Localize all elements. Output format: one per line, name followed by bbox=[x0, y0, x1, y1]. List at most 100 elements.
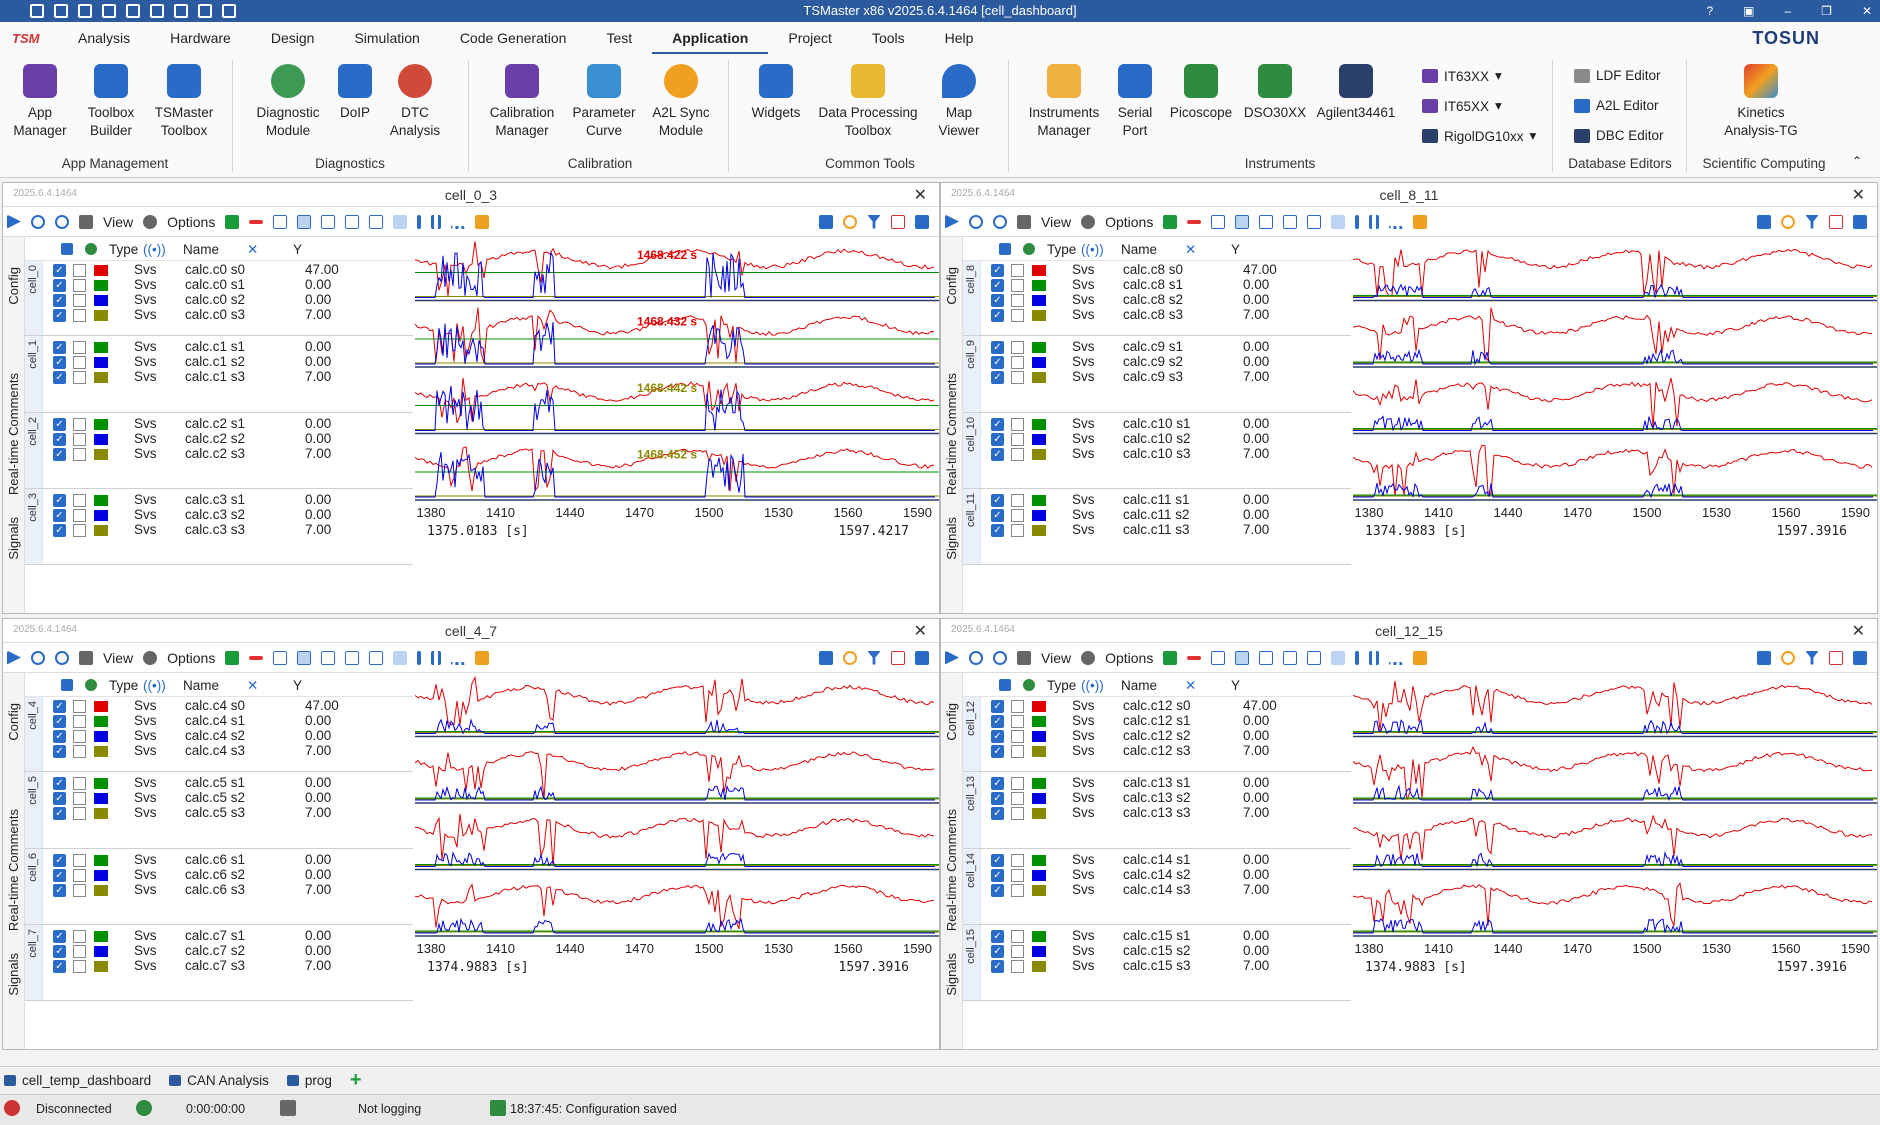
undo-icon[interactable] bbox=[31, 650, 45, 665]
signal-select-checkbox[interactable] bbox=[73, 494, 86, 507]
signal-color-swatch[interactable] bbox=[1032, 295, 1046, 306]
tab-can-analysis[interactable]: CAN Analysis bbox=[169, 1073, 269, 1088]
signal-select-checkbox[interactable] bbox=[73, 509, 86, 522]
signal-row[interactable]: ✓ Svs calc.c4 s3 7.00 bbox=[43, 743, 413, 761]
signal-select-checkbox[interactable] bbox=[73, 930, 86, 943]
zoom-icon[interactable] bbox=[1307, 214, 1322, 229]
column-name[interactable]: Name bbox=[183, 242, 220, 257]
signal-color-swatch[interactable] bbox=[94, 746, 108, 757]
options-menu[interactable]: Options bbox=[167, 649, 216, 666]
download-icon[interactable] bbox=[198, 4, 212, 18]
run-icon[interactable] bbox=[7, 214, 21, 229]
run-icon[interactable] bbox=[945, 214, 959, 229]
signal-visible-checkbox[interactable]: ✓ bbox=[53, 371, 66, 384]
options-menu[interactable]: Options bbox=[167, 213, 216, 230]
tab-prog[interactable]: prog bbox=[286, 1073, 332, 1088]
remove-signal-icon[interactable] bbox=[1187, 219, 1202, 224]
menu-simulation[interactable]: Simulation bbox=[354, 30, 420, 46]
signal-select-checkbox[interactable] bbox=[1011, 807, 1024, 820]
signal-row[interactable]: ✓ Svs calc.c1 s1 0.00 bbox=[43, 339, 413, 357]
signal-color-swatch[interactable] bbox=[1032, 931, 1046, 942]
signal-select-checkbox[interactable] bbox=[73, 792, 86, 805]
eraser-icon[interactable] bbox=[475, 650, 490, 665]
signal-row[interactable]: ✓ Svs calc.c11 s1 0.00 bbox=[981, 492, 1351, 510]
signal-color-swatch[interactable] bbox=[94, 946, 108, 957]
signal-select-checkbox[interactable] bbox=[73, 356, 86, 369]
signal-color-swatch[interactable] bbox=[94, 357, 108, 368]
group-tab[interactable]: cell_1 bbox=[25, 336, 43, 412]
signal-row[interactable]: ✓ Svs calc.c6 s1 0.00 bbox=[43, 852, 413, 870]
signal-select-checkbox[interactable] bbox=[73, 433, 86, 446]
undo-icon[interactable] bbox=[969, 214, 983, 229]
tab-realtime-comments[interactable]: Real-time Comments bbox=[944, 809, 959, 932]
signal-select-checkbox[interactable] bbox=[1011, 418, 1024, 431]
signal-row[interactable]: ✓ Svs calc.c10 s1 0.00 bbox=[981, 416, 1351, 434]
more-icon[interactable] bbox=[451, 651, 466, 665]
signal-row[interactable]: ✓ Svs calc.c12 s2 0.00 bbox=[981, 728, 1351, 746]
zoom-icon[interactable] bbox=[369, 214, 384, 229]
signal-row[interactable]: ✓ Svs calc.c14 s1 0.00 bbox=[981, 852, 1351, 870]
signal-color-swatch[interactable] bbox=[94, 510, 108, 521]
signal-select-checkbox[interactable] bbox=[1011, 745, 1024, 758]
fit-y-icon[interactable] bbox=[1283, 214, 1298, 229]
tsmaster-toolbox-button[interactable]: TSMaster Toolbox bbox=[148, 64, 220, 140]
remove-signal-icon[interactable] bbox=[249, 655, 264, 660]
wrench-icon[interactable] bbox=[819, 214, 833, 229]
signal-row[interactable]: ✓ Svs calc.c14 s3 7.00 bbox=[981, 882, 1351, 900]
signal-color-swatch[interactable] bbox=[1032, 434, 1046, 445]
close-panel-icon[interactable]: ✕ bbox=[913, 623, 927, 640]
signal-visible-checkbox[interactable]: ✓ bbox=[991, 884, 1004, 897]
signal-color-swatch[interactable] bbox=[1032, 855, 1046, 866]
close-panel-icon[interactable]: ✕ bbox=[913, 187, 927, 204]
picoscope-button[interactable]: Picoscope bbox=[1166, 64, 1236, 122]
signal-visible-checkbox[interactable]: ✓ bbox=[53, 356, 66, 369]
wrench-icon[interactable] bbox=[1757, 214, 1771, 229]
signal-plot[interactable] bbox=[1353, 673, 1877, 939]
signal-visible-checkbox[interactable]: ✓ bbox=[991, 279, 1004, 292]
signal-visible-checkbox[interactable]: ✓ bbox=[991, 371, 1004, 384]
signal-select-checkbox[interactable] bbox=[73, 371, 86, 384]
signal-visible-checkbox[interactable]: ✓ bbox=[53, 960, 66, 973]
signal-row[interactable]: ✓ Svs calc.c2 s3 7.00 bbox=[43, 446, 413, 464]
group-tab[interactable]: cell_15 bbox=[963, 925, 981, 1000]
signal-visible-checkbox[interactable]: ✓ bbox=[53, 715, 66, 728]
add-signal-icon[interactable] bbox=[1163, 214, 1178, 229]
eraser-icon[interactable] bbox=[475, 214, 490, 229]
group-tab[interactable]: cell_14 bbox=[963, 849, 981, 924]
signal-visible-checkbox[interactable]: ✓ bbox=[53, 884, 66, 897]
signal-visible-checkbox[interactable]: ✓ bbox=[53, 509, 66, 522]
export-icon[interactable] bbox=[1853, 214, 1867, 229]
more-icon[interactable] bbox=[1389, 651, 1404, 665]
fit-x-icon[interactable] bbox=[1259, 650, 1274, 665]
group-tab[interactable]: cell_4 bbox=[25, 697, 43, 771]
export-icon[interactable] bbox=[1853, 650, 1867, 665]
signal-row[interactable]: ✓ Svs calc.c11 s2 0.00 bbox=[981, 507, 1351, 525]
select-all-checkbox[interactable] bbox=[61, 679, 73, 691]
group-tab[interactable]: cell_11 bbox=[963, 489, 981, 564]
signal-color-swatch[interactable] bbox=[1032, 885, 1046, 896]
map-viewer-button[interactable]: Map Viewer bbox=[928, 64, 990, 140]
signal-visible-checkbox[interactable]: ✓ bbox=[53, 418, 66, 431]
signal-select-checkbox[interactable] bbox=[1011, 792, 1024, 805]
collapse-ribbon-icon[interactable]: ⌃ bbox=[1851, 154, 1862, 168]
signal-color-swatch[interactable] bbox=[94, 525, 108, 536]
marker-icon[interactable] bbox=[417, 650, 422, 665]
minimize-button[interactable]: – bbox=[1784, 4, 1792, 18]
wrench-icon[interactable] bbox=[1757, 650, 1771, 665]
signal-select-checkbox[interactable] bbox=[1011, 884, 1024, 897]
signal-select-checkbox[interactable] bbox=[1011, 930, 1024, 943]
signal-select-checkbox[interactable] bbox=[1011, 279, 1024, 292]
signal-row[interactable]: ✓ Svs calc.c0 s3 7.00 bbox=[43, 307, 413, 325]
clear-icon[interactable] bbox=[1829, 214, 1843, 229]
it63xx-button[interactable]: IT63XX ▾ bbox=[1422, 68, 1502, 84]
signal-color-swatch[interactable] bbox=[1032, 342, 1046, 353]
new-icon[interactable] bbox=[102, 4, 116, 18]
signal-select-checkbox[interactable] bbox=[1011, 700, 1024, 713]
clear-icon[interactable] bbox=[1829, 650, 1843, 665]
signal-color-swatch[interactable] bbox=[94, 731, 108, 742]
signal-row[interactable]: ✓ Svs calc.c13 s1 0.00 bbox=[981, 775, 1351, 793]
view-menu[interactable]: View bbox=[103, 649, 134, 666]
signal-select-checkbox[interactable] bbox=[73, 309, 86, 322]
column-name[interactable]: Name bbox=[1121, 242, 1158, 257]
link-icon[interactable] bbox=[843, 650, 857, 665]
